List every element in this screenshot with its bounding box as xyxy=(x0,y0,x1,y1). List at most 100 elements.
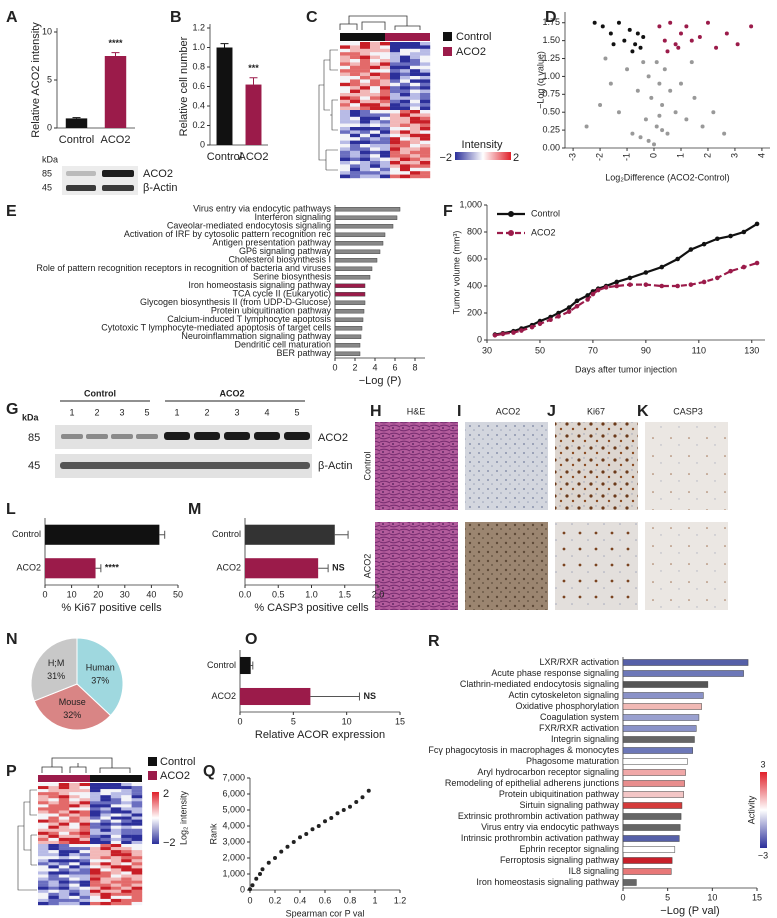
heatmap-cell xyxy=(420,65,431,70)
blot-a: kDa 85 45 ACO2 β-Actin xyxy=(42,154,177,195)
heatmap-cell xyxy=(420,59,431,63)
heatmap-cell xyxy=(100,898,111,903)
heatmap-cell xyxy=(90,834,101,839)
x-tick-label: 1 xyxy=(675,153,685,158)
heatmap-cell xyxy=(38,889,49,893)
heatmap-cell xyxy=(360,86,371,90)
heatmap-cell xyxy=(340,144,351,148)
heatmap-cell xyxy=(370,79,381,83)
x-tick-label: -3 xyxy=(567,153,577,161)
heatmap-cell xyxy=(90,880,101,884)
category-label: Phagosome maturation xyxy=(526,756,619,766)
heatmap-cell xyxy=(420,106,431,111)
heatmap-cell xyxy=(380,82,391,87)
point xyxy=(676,45,681,50)
point xyxy=(678,31,683,36)
heatmap-cell xyxy=(340,120,351,124)
heatmap-cell xyxy=(370,137,381,141)
heatmap-cell xyxy=(420,48,431,53)
heatmap-cell xyxy=(48,792,59,796)
y-tick-label: 0.75 xyxy=(542,89,560,99)
point xyxy=(574,298,580,304)
heatmap-cell xyxy=(100,816,111,820)
heatmap-cell xyxy=(350,69,361,73)
point xyxy=(603,285,609,290)
heatmap-cell xyxy=(360,52,371,56)
heatmap-cell xyxy=(90,871,101,875)
bar xyxy=(622,879,637,886)
heatmap-cell xyxy=(69,825,80,829)
row-label: Control xyxy=(362,451,372,480)
heatmap-cell xyxy=(38,886,49,890)
y-tick-label: 0.2 xyxy=(192,120,205,130)
heatmap-cell xyxy=(38,862,49,866)
heatmap-cell xyxy=(121,801,132,805)
stain-title: ACO2 xyxy=(496,406,521,416)
point xyxy=(728,268,733,274)
heatmap-cell xyxy=(121,804,132,808)
heatmap-cell xyxy=(110,889,122,893)
error-bar xyxy=(250,661,254,670)
category-label: Control xyxy=(212,529,241,539)
error-bar xyxy=(334,530,349,539)
category-label: Iron homeostasis signaling pathway xyxy=(476,877,619,887)
heatmap-cell xyxy=(131,844,143,848)
heatmap-cell xyxy=(410,150,421,155)
heatmap-cell xyxy=(69,847,80,851)
heatmap-cell xyxy=(48,865,59,869)
y-tick-label: 5,000 xyxy=(222,804,245,814)
heatmap-cell xyxy=(380,76,391,80)
heatmap-cell xyxy=(380,48,391,53)
heatmap-cell xyxy=(38,786,49,790)
heatmap-cell xyxy=(400,120,411,124)
point xyxy=(360,795,365,800)
heatmap-cell xyxy=(370,82,381,87)
point xyxy=(635,31,640,36)
heatmap-cell xyxy=(79,880,91,884)
heatmap-cell xyxy=(100,819,111,823)
heatmap-cell xyxy=(350,86,361,90)
heatmap-cell xyxy=(410,59,421,63)
heatmap-cell xyxy=(350,113,361,117)
heatmap-cell xyxy=(380,120,391,124)
heatmap-cell xyxy=(131,847,143,851)
y-tick-label: 0.6 xyxy=(192,81,205,91)
kda-label: kDa xyxy=(42,154,58,164)
heatmap-cell xyxy=(410,65,421,70)
heatmap-cell xyxy=(380,174,391,179)
heatmap-cell xyxy=(360,103,371,107)
heatmap-cell xyxy=(110,880,122,884)
x-tick-label: 1.0 xyxy=(305,589,318,599)
significance: NS xyxy=(363,691,376,701)
slice-label: Mouse xyxy=(59,697,86,707)
heatmap-cell xyxy=(69,868,80,872)
heatmap-cell xyxy=(400,140,411,145)
heatmap-cell xyxy=(69,822,80,826)
heatmap-cell xyxy=(110,825,122,829)
heatmap-cell xyxy=(110,844,122,848)
heatmap-cell xyxy=(380,106,391,111)
heatmap-cell xyxy=(390,137,401,141)
heatmap-cell xyxy=(370,99,381,104)
point xyxy=(592,20,597,25)
heatmap-cell xyxy=(370,116,381,121)
legend-swatch xyxy=(148,757,157,766)
heatmap-cell xyxy=(69,844,80,848)
heatmap-cell xyxy=(48,850,59,854)
heatmap-cell xyxy=(400,99,411,104)
blot-band xyxy=(102,170,134,177)
heatmap-cell xyxy=(48,825,59,829)
heatmap-cell xyxy=(58,874,70,878)
heatmap-cell xyxy=(38,856,49,860)
heatmap-cell xyxy=(390,157,401,162)
x-axis-label: Relative ACOR expression xyxy=(255,729,385,741)
heatmap-cell xyxy=(390,150,401,155)
point xyxy=(566,305,572,310)
point xyxy=(662,67,667,72)
heatmap-cell xyxy=(58,865,70,869)
heatmap-cell xyxy=(100,807,111,811)
bar xyxy=(622,758,688,765)
heatmap-cell xyxy=(131,819,143,823)
point xyxy=(715,236,720,242)
category-label: Actin cytoskeleton signaling xyxy=(508,690,619,700)
